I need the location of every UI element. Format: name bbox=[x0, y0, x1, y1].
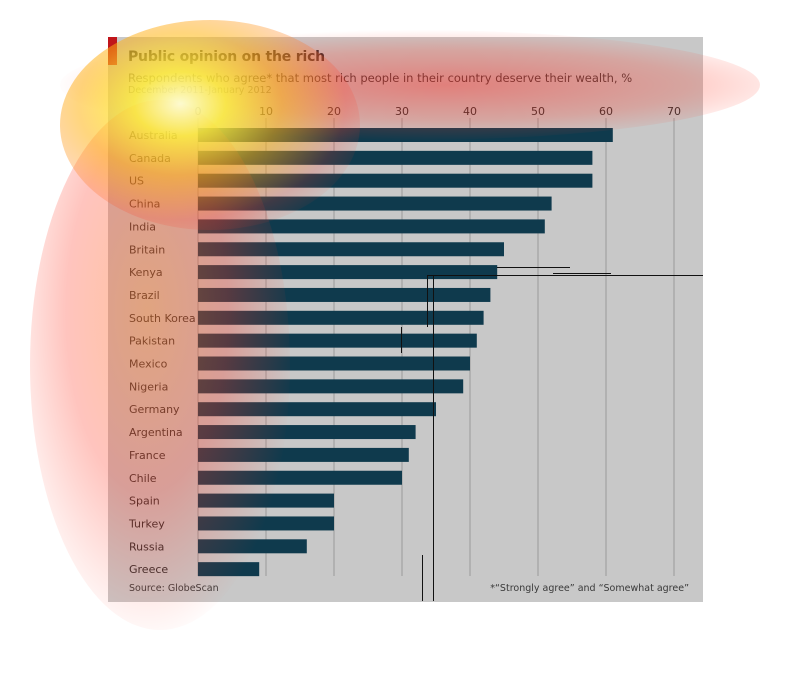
bar bbox=[198, 333, 477, 348]
bar bbox=[198, 219, 545, 234]
category-label: Canada bbox=[129, 152, 171, 165]
chart-source: Source: GlobeScan bbox=[129, 583, 219, 594]
bar bbox=[198, 516, 334, 531]
category-label: Turkey bbox=[128, 517, 165, 530]
bar bbox=[198, 562, 260, 577]
category-label: Argentina bbox=[129, 426, 183, 439]
category-label: China bbox=[129, 198, 160, 211]
category-label: Pakistan bbox=[129, 335, 175, 348]
bar bbox=[198, 356, 470, 371]
bar bbox=[198, 128, 613, 142]
bar bbox=[198, 493, 334, 508]
category-label: France bbox=[129, 449, 166, 462]
category-label: India bbox=[129, 220, 156, 233]
x-tick-label: 30 bbox=[395, 105, 409, 118]
category-label: Greece bbox=[129, 563, 168, 576]
bar bbox=[198, 425, 416, 440]
bar bbox=[198, 402, 436, 417]
x-tick-label: 10 bbox=[259, 105, 273, 118]
category-label: Spain bbox=[129, 495, 160, 508]
category-label: Russia bbox=[129, 540, 164, 553]
category-label: Nigeria bbox=[129, 380, 168, 393]
category-label: US bbox=[129, 175, 144, 188]
bar bbox=[198, 470, 402, 485]
bar bbox=[198, 287, 491, 302]
category-label: Brazil bbox=[129, 289, 160, 302]
category-label: Chile bbox=[129, 472, 157, 485]
x-tick-label: 20 bbox=[327, 105, 341, 118]
category-label: Germany bbox=[129, 403, 180, 416]
bar bbox=[198, 310, 484, 325]
bar bbox=[198, 242, 504, 257]
x-tick-label: 0 bbox=[195, 105, 202, 118]
bar bbox=[198, 265, 498, 280]
category-label: Kenya bbox=[129, 266, 163, 279]
x-tick-label: 50 bbox=[531, 105, 545, 118]
category-label: Britain bbox=[129, 243, 165, 256]
bar bbox=[198, 539, 307, 554]
x-tick-label: 60 bbox=[599, 105, 613, 118]
category-label: Australia bbox=[129, 129, 178, 142]
bar bbox=[198, 447, 409, 462]
bar bbox=[198, 150, 593, 165]
x-tick-label: 70 bbox=[667, 105, 681, 118]
chart-footnote: *“Strongly agree” and “Somewhat agree” bbox=[490, 583, 689, 594]
bar bbox=[198, 173, 593, 188]
bar bbox=[198, 196, 552, 211]
category-label: South Korea bbox=[129, 312, 196, 325]
x-tick-label: 40 bbox=[463, 105, 477, 118]
category-label: Mexico bbox=[129, 358, 168, 371]
bar bbox=[198, 379, 464, 394]
